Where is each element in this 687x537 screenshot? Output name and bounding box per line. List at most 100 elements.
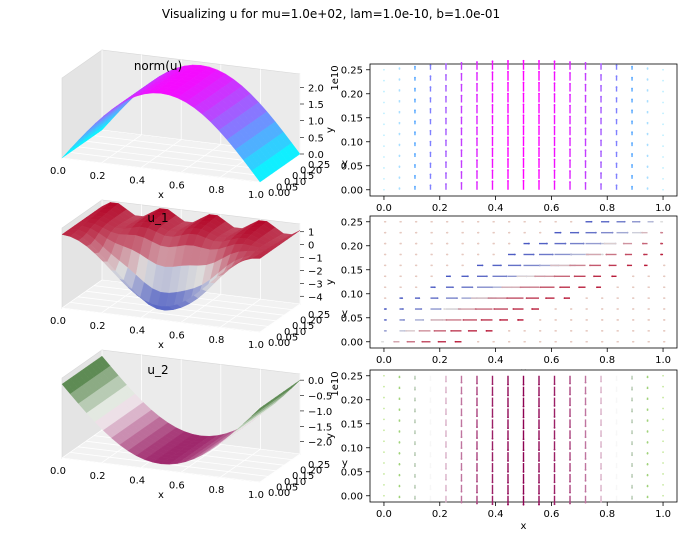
quiver-arrowhead bbox=[507, 125, 509, 128]
z-tick-label: −2 bbox=[308, 266, 323, 277]
y-tick-label: 0.20 bbox=[300, 316, 322, 327]
quiver-arrowhead bbox=[593, 275, 595, 278]
quiver-arrowhead bbox=[398, 78, 401, 81]
y-tick-label: 0.15 bbox=[341, 419, 363, 430]
quiver-arrowhead bbox=[538, 394, 540, 397]
quiver-arrowhead bbox=[507, 470, 509, 473]
quiver-arrowhead bbox=[414, 432, 416, 435]
quiver-arrowhead bbox=[600, 402, 602, 405]
quiver-arrowhead bbox=[398, 474, 401, 477]
quiver-arrowhead bbox=[646, 463, 649, 466]
quiver-arrowhead bbox=[507, 449, 509, 451]
quiver-arrowhead bbox=[663, 286, 666, 289]
quiver-arrowhead bbox=[643, 253, 645, 256]
y-tick-label: 0.15 bbox=[341, 113, 363, 124]
quiver-arrowhead bbox=[646, 474, 649, 477]
quiver-arrowhead bbox=[460, 479, 463, 482]
quiver-arrowhead bbox=[384, 264, 387, 267]
quiver-arrowhead bbox=[615, 433, 618, 436]
quiver-arrowhead bbox=[601, 319, 604, 321]
quiver-arrowhead bbox=[632, 297, 635, 300]
quiver-arrowhead bbox=[393, 340, 396, 343]
quiver-arrowhead bbox=[384, 231, 387, 234]
z-tick-label: −1.0 bbox=[308, 407, 332, 418]
quiver-arrowhead bbox=[531, 308, 533, 310]
quiver-arrowhead bbox=[460, 436, 463, 439]
y-offset-label: 1e10 bbox=[330, 371, 341, 396]
quiver-arrowhead bbox=[445, 435, 447, 437]
x-tick-label: 0.8 bbox=[599, 355, 615, 366]
quiver-arrowhead bbox=[662, 451, 664, 454]
quiver-arrowhead bbox=[662, 123, 664, 126]
quiver-arrowhead bbox=[615, 455, 618, 458]
quiver-arrowhead bbox=[539, 319, 542, 321]
quiver-arrowhead bbox=[601, 253, 604, 256]
quiver-arrowhead bbox=[660, 220, 662, 223]
quiver-arrowhead bbox=[443, 308, 446, 310]
quiver-arrowhead bbox=[462, 242, 464, 245]
quiver-arrowhead bbox=[569, 437, 571, 439]
quiver-arrowhead bbox=[615, 401, 618, 403]
x-tick-label: 0.4 bbox=[488, 509, 504, 520]
grid-line bbox=[259, 303, 301, 333]
quiver-arrowhead bbox=[384, 242, 387, 245]
quiver-arrowhead bbox=[414, 487, 416, 489]
quiver-arrowhead bbox=[383, 68, 385, 71]
quiver-arrowhead bbox=[445, 457, 447, 459]
quiver-arrowhead bbox=[491, 448, 494, 451]
quiver-arrowhead bbox=[570, 319, 573, 321]
quiver-arrowhead bbox=[538, 405, 540, 408]
z-tick-label: 0 bbox=[308, 241, 314, 252]
quiver-arrowhead bbox=[601, 340, 604, 343]
quiver-arrowhead bbox=[460, 171, 463, 173]
quiver-arrowhead bbox=[553, 416, 556, 418]
quiver-arrowhead bbox=[522, 438, 525, 441]
quiver-arrowhead bbox=[631, 163, 633, 166]
y-tick-label: 0.05 bbox=[276, 482, 298, 493]
quiver-arrowhead bbox=[569, 71, 571, 74]
quiver-arrowhead bbox=[477, 242, 480, 245]
quiver-arrowhead bbox=[429, 379, 432, 382]
y-tick-label: 0.15 bbox=[292, 321, 314, 332]
quiver-arrowhead bbox=[437, 340, 440, 343]
quiver-arrowhead bbox=[400, 253, 402, 256]
quiver-arrowhead bbox=[662, 134, 664, 137]
quiver-arrowhead bbox=[631, 421, 633, 424]
quiver-arrowhead bbox=[445, 413, 447, 416]
quiver-arrowhead bbox=[584, 469, 587, 471]
quiver-arrowhead bbox=[605, 253, 608, 256]
quiver-arrowhead bbox=[631, 443, 633, 446]
y-axis-label: y bbox=[342, 158, 348, 169]
figure-suptitle: Visualizing u for mu=1.0e+02, lam=1.0e-1… bbox=[162, 7, 500, 21]
quiver-arrowhead bbox=[421, 340, 424, 343]
quiver-arrowhead bbox=[615, 379, 618, 382]
quiver-arrowhead bbox=[429, 151, 432, 154]
quiver-arrowhead bbox=[499, 319, 501, 321]
quiver-arrowhead bbox=[646, 398, 649, 401]
quiver-arrowhead bbox=[507, 383, 509, 386]
quiver-arrowhead bbox=[538, 449, 540, 451]
quiver-arrowhead bbox=[528, 242, 530, 245]
quiver-plot-1: 0.0 0.2 0.4 0.6 0.8 1.0 0.00 0.05 0.10 0.15 0.20 0.… bbox=[325, 59, 678, 226]
subplot-title: norm(u) bbox=[134, 59, 182, 73]
quiver-arrowhead bbox=[631, 98, 633, 101]
quiver-arrowhead bbox=[507, 492, 509, 495]
quiver-arrowhead bbox=[600, 489, 602, 492]
quiver-arrowhead bbox=[508, 242, 511, 245]
x-axis-label: x bbox=[521, 521, 527, 532]
quiver-arrowhead bbox=[534, 275, 536, 278]
y-tick-label: 0.25 bbox=[308, 460, 330, 471]
quiver-arrowhead bbox=[522, 449, 525, 452]
quiver-arrowhead bbox=[460, 149, 463, 152]
quiver-arrowhead bbox=[522, 405, 525, 408]
quiver-arrowhead bbox=[429, 455, 432, 458]
quiver-arrowhead bbox=[632, 286, 635, 289]
grid-line bbox=[69, 302, 269, 327]
quiver-arrowhead bbox=[507, 460, 509, 462]
quiver-arrowhead bbox=[570, 340, 573, 343]
x-tick-label: 0.0 bbox=[50, 316, 66, 327]
quiver-arrowhead bbox=[553, 383, 556, 386]
quiver-arrowhead bbox=[493, 253, 495, 256]
quiver-arrowhead bbox=[569, 502, 571, 505]
quiver-arrowhead bbox=[538, 158, 540, 160]
